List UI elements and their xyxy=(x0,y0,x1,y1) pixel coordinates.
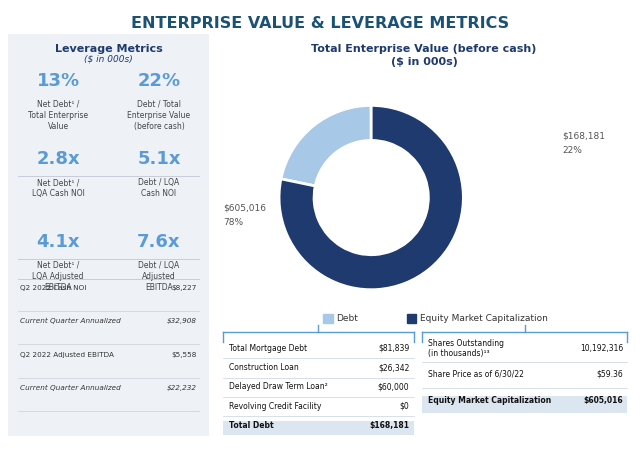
Text: 78%: 78% xyxy=(223,218,243,227)
Text: Leverage Metrics: Leverage Metrics xyxy=(54,44,163,54)
Text: $22,232: $22,232 xyxy=(167,385,197,391)
Text: $168,181: $168,181 xyxy=(369,421,410,430)
Bar xyxy=(422,396,627,414)
Text: $8,227: $8,227 xyxy=(172,285,197,291)
Text: Q2 2022 Cash NOI: Q2 2022 Cash NOI xyxy=(20,285,86,291)
Text: 10,192,316: 10,192,316 xyxy=(580,344,623,353)
Text: Delayed Draw Term Loan²: Delayed Draw Term Loan² xyxy=(229,383,328,392)
Text: 5.1x: 5.1x xyxy=(137,150,180,168)
Text: Equity Market Capitalization: Equity Market Capitalization xyxy=(428,396,552,405)
Text: Equity Market Capitalization: Equity Market Capitalization xyxy=(420,314,548,323)
Text: ENTERPRISE VALUE & LEVERAGE METRICS: ENTERPRISE VALUE & LEVERAGE METRICS xyxy=(131,16,509,31)
Text: Net Debt¹ /
LQA Cash NOI: Net Debt¹ / LQA Cash NOI xyxy=(31,178,84,198)
Bar xyxy=(223,421,413,435)
Bar xyxy=(323,314,333,323)
Text: $605,016: $605,016 xyxy=(584,396,623,405)
Text: $605,016: $605,016 xyxy=(223,204,266,213)
FancyBboxPatch shape xyxy=(6,30,211,440)
Text: $26,342: $26,342 xyxy=(378,363,410,372)
Text: $59.36: $59.36 xyxy=(596,370,623,379)
Text: 22%: 22% xyxy=(138,72,180,90)
Text: ($ in 000s): ($ in 000s) xyxy=(84,55,133,64)
Text: Share Price as of 6/30/22: Share Price as of 6/30/22 xyxy=(428,370,524,379)
Text: Total Debt: Total Debt xyxy=(229,421,274,430)
Wedge shape xyxy=(279,106,463,290)
Text: Construction Loan: Construction Loan xyxy=(229,363,299,372)
Text: Current Quarter Annualized: Current Quarter Annualized xyxy=(20,385,120,391)
Text: Revolving Credit Facility: Revolving Credit Facility xyxy=(229,402,321,411)
Text: Shares Outstanding
(in thousands)¹³: Shares Outstanding (in thousands)¹³ xyxy=(428,339,504,358)
Text: 7.6x: 7.6x xyxy=(137,233,180,251)
FancyBboxPatch shape xyxy=(210,30,638,440)
Text: Total Enterprise Value (before cash)
($ in 000s): Total Enterprise Value (before cash) ($ … xyxy=(311,44,537,67)
Text: Debt: Debt xyxy=(336,314,358,323)
Text: $60,000: $60,000 xyxy=(378,383,410,392)
Text: Debt / Total
Enterprise Value
(before cash): Debt / Total Enterprise Value (before ca… xyxy=(127,100,191,131)
Text: 13%: 13% xyxy=(36,72,79,90)
Text: Total Mortgage Debt: Total Mortgage Debt xyxy=(229,344,307,353)
Text: Net Debt¹ /
Total Enterprise
Value: Net Debt¹ / Total Enterprise Value xyxy=(28,100,88,131)
Text: $168,181: $168,181 xyxy=(563,132,605,141)
Text: $32,908: $32,908 xyxy=(167,318,197,324)
Text: $0: $0 xyxy=(399,402,410,411)
Text: $81,839: $81,839 xyxy=(378,344,410,353)
Bar xyxy=(407,314,417,323)
Text: 4.1x: 4.1x xyxy=(36,233,80,251)
Text: Current Quarter Annualized: Current Quarter Annualized xyxy=(20,318,120,324)
Text: Debt / LQA
Cash NOI: Debt / LQA Cash NOI xyxy=(138,178,179,198)
Text: Net Debt¹ /
LQA Adjusted
EBITDA: Net Debt¹ / LQA Adjusted EBITDA xyxy=(33,261,84,292)
Wedge shape xyxy=(281,106,371,186)
Text: Debt / LQA
Adjusted
EBITDA: Debt / LQA Adjusted EBITDA xyxy=(138,261,179,292)
Text: 22%: 22% xyxy=(563,146,582,155)
Text: $5,558: $5,558 xyxy=(172,352,197,357)
Text: 2.8x: 2.8x xyxy=(36,150,80,168)
Text: Q2 2022 Adjusted EBITDA: Q2 2022 Adjusted EBITDA xyxy=(20,352,114,357)
